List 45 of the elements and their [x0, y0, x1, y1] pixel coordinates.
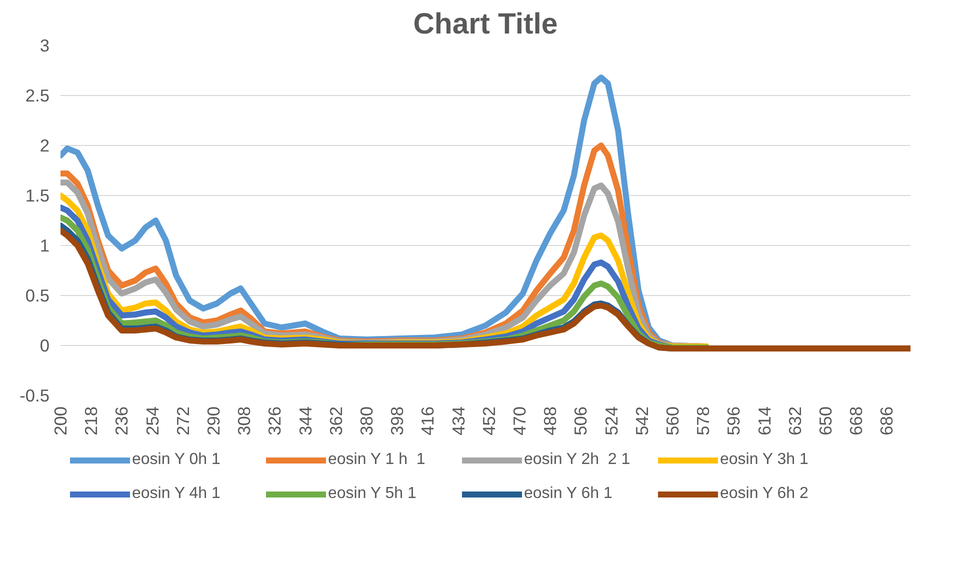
x-tick-label: 344	[295, 406, 316, 436]
x-tick-label: 200	[50, 406, 70, 436]
x-tick-label: 542	[632, 406, 652, 436]
legend-label: eosin Y 6h 2	[720, 485, 810, 503]
x-tick-label: 686	[876, 406, 897, 436]
y-tick-label: 1	[40, 236, 50, 256]
x-tick-label: 470	[510, 406, 530, 436]
x-tick-label: 272	[172, 406, 193, 436]
y-tick-label: 1.5	[25, 186, 50, 206]
x-tick-label: 218	[81, 406, 102, 436]
y-tick-label: 2.5	[25, 86, 50, 106]
x-tick-label: 236	[112, 406, 132, 436]
x-tick-label: 308	[234, 406, 254, 436]
x-tick-label: 434	[448, 406, 468, 436]
legend-label: eosin Y 5h 1	[328, 485, 418, 503]
x-tick-label: 524	[601, 406, 622, 436]
legend-label: eosin Y 3h 1	[720, 451, 810, 469]
y-tick-label: 0	[40, 336, 50, 356]
y-tick-label: 2	[40, 136, 50, 156]
legend-label: eosin Y 4h 1	[132, 485, 222, 503]
x-tick-label: 614	[754, 406, 774, 436]
x-tick-label: 362	[326, 406, 346, 436]
x-tick-label: 506	[570, 406, 591, 436]
x-tick-label: 416	[418, 406, 438, 436]
chart-title: Chart Title	[413, 8, 558, 40]
legend-label: eosin Y 2h 2 1	[524, 451, 632, 469]
x-tick-label: 452	[478, 406, 499, 436]
y-tick-label: -0.5	[20, 386, 50, 406]
x-tick-label: 488	[540, 406, 560, 436]
x-tick-label: 578	[693, 406, 714, 436]
x-tick-label: 650	[816, 406, 836, 436]
x-tick-label: 326	[264, 406, 285, 436]
legend-label: eosin Y 0h 1	[132, 451, 222, 469]
x-tick-label: 254	[142, 406, 162, 436]
x-tick-label: 398	[387, 406, 408, 436]
x-tick-label: 290	[204, 406, 224, 436]
x-tick-label: 632	[784, 406, 805, 436]
legend-label: eosin Y 1 h 1	[328, 451, 426, 469]
x-tick-label: 380	[356, 406, 376, 436]
x-tick-label: 596	[724, 406, 744, 436]
x-tick-label: 668	[846, 406, 866, 436]
y-tick-label: 3	[40, 36, 50, 56]
y-tick-label: 0.5	[25, 286, 50, 306]
legend-label: eosin Y 6h 1	[524, 485, 614, 503]
x-tick-label: 560	[662, 406, 682, 436]
